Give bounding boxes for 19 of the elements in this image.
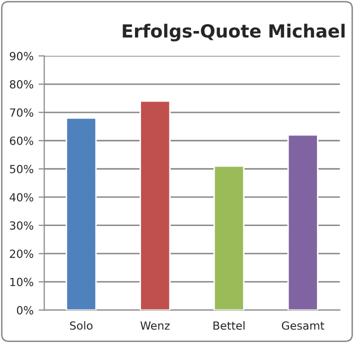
- bar: [287, 134, 318, 310]
- y-tick-label: 10%: [10, 278, 34, 286]
- y-tick-label: 60%: [10, 136, 34, 146]
- y-tick-label: 40%: [10, 193, 34, 202]
- x-tick-label: Bettel: [214, 321, 244, 330]
- bar: [66, 117, 97, 310]
- chart-title: Erfolgs-Quote Michael: [122, 24, 345, 42]
- x-tick-label: Gesamt: [282, 321, 324, 330]
- y-tick-label: 30%: [10, 221, 34, 230]
- y-tick-label: 70%: [10, 108, 34, 117]
- y-tick-label: 0%: [16, 306, 34, 314]
- y-tick-label: 20%: [10, 250, 34, 258]
- y-tick-label: 90%: [10, 52, 34, 60]
- bar: [140, 100, 171, 310]
- x-tick-label: Wenz: [140, 322, 170, 330]
- x-tick-label: Solo: [70, 321, 92, 330]
- y-tick-label: 80%: [10, 80, 34, 89]
- bar: [214, 165, 244, 310]
- y-tick-label: 50%: [10, 164, 34, 174]
